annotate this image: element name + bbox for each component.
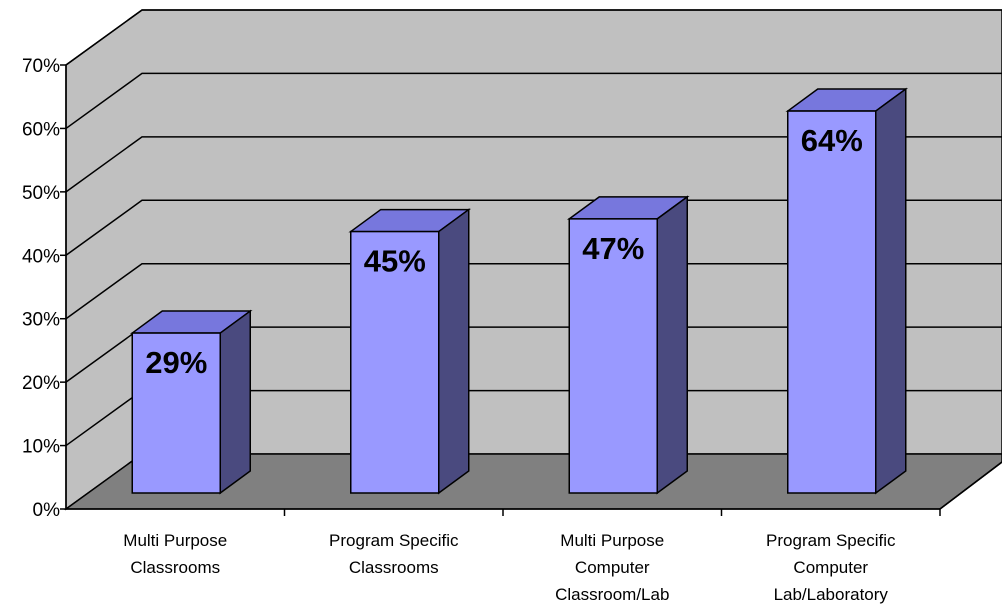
bar: 45%: [348, 208, 472, 495]
x-tick-label: Computer: [793, 558, 868, 577]
bar-side: [438, 208, 470, 495]
y-tick-label: 40%: [22, 246, 60, 267]
gridline: [65, 262, 1002, 320]
y-axis-ticks: 0% 10% 20% 30% 40% 50% 60% 70%: [22, 56, 66, 521]
bar-side: [875, 87, 907, 495]
x-tick-label: Multi Purpose: [560, 531, 664, 550]
gridline: [65, 199, 1002, 256]
bar-side: [656, 195, 688, 495]
x-tick-label: Program Specific: [329, 531, 459, 550]
data-label: 29%: [145, 345, 207, 380]
y-tick-label: 0%: [33, 500, 61, 521]
bar-front: [568, 218, 658, 494]
gridline: [65, 72, 1002, 130]
bar-front: [787, 110, 877, 494]
y-tick-label: 70%: [22, 56, 60, 77]
bar-side: [219, 309, 251, 495]
y-tick-label: 60%: [22, 119, 60, 140]
x-tick-label: Program Specific: [766, 531, 896, 550]
y-tick-label: 30%: [22, 310, 60, 331]
bar-front: [131, 332, 221, 494]
x-axis-labels: Multi Purpose Classrooms Program Specific C…: [123, 509, 941, 604]
bar-front: [350, 230, 440, 494]
bar: 64%: [785, 87, 909, 495]
x-tick-label: Classroom/Lab: [555, 585, 669, 604]
y-tick-label: 10%: [22, 437, 60, 458]
y-tick-label: 20%: [22, 373, 60, 394]
bar: 47%: [566, 195, 690, 495]
data-label: 47%: [582, 231, 644, 266]
bar: 29%: [129, 309, 253, 495]
gridline: [65, 9, 1002, 66]
bars: 29% 45% 47% 64%: [129, 87, 909, 495]
y-tick-label: 50%: [22, 183, 60, 204]
data-label: 45%: [364, 244, 426, 279]
gridline: [65, 136, 1002, 193]
x-tick-label: Multi Purpose: [123, 531, 227, 550]
x-tick-label: Classrooms: [349, 558, 439, 577]
x-tick-label: Lab/Laboratory: [774, 585, 889, 604]
x-tick-label: Computer: [575, 558, 650, 577]
x-tick-label: Classrooms: [130, 558, 220, 577]
data-label: 64%: [801, 123, 863, 158]
floor-edge: [939, 461, 1002, 510]
